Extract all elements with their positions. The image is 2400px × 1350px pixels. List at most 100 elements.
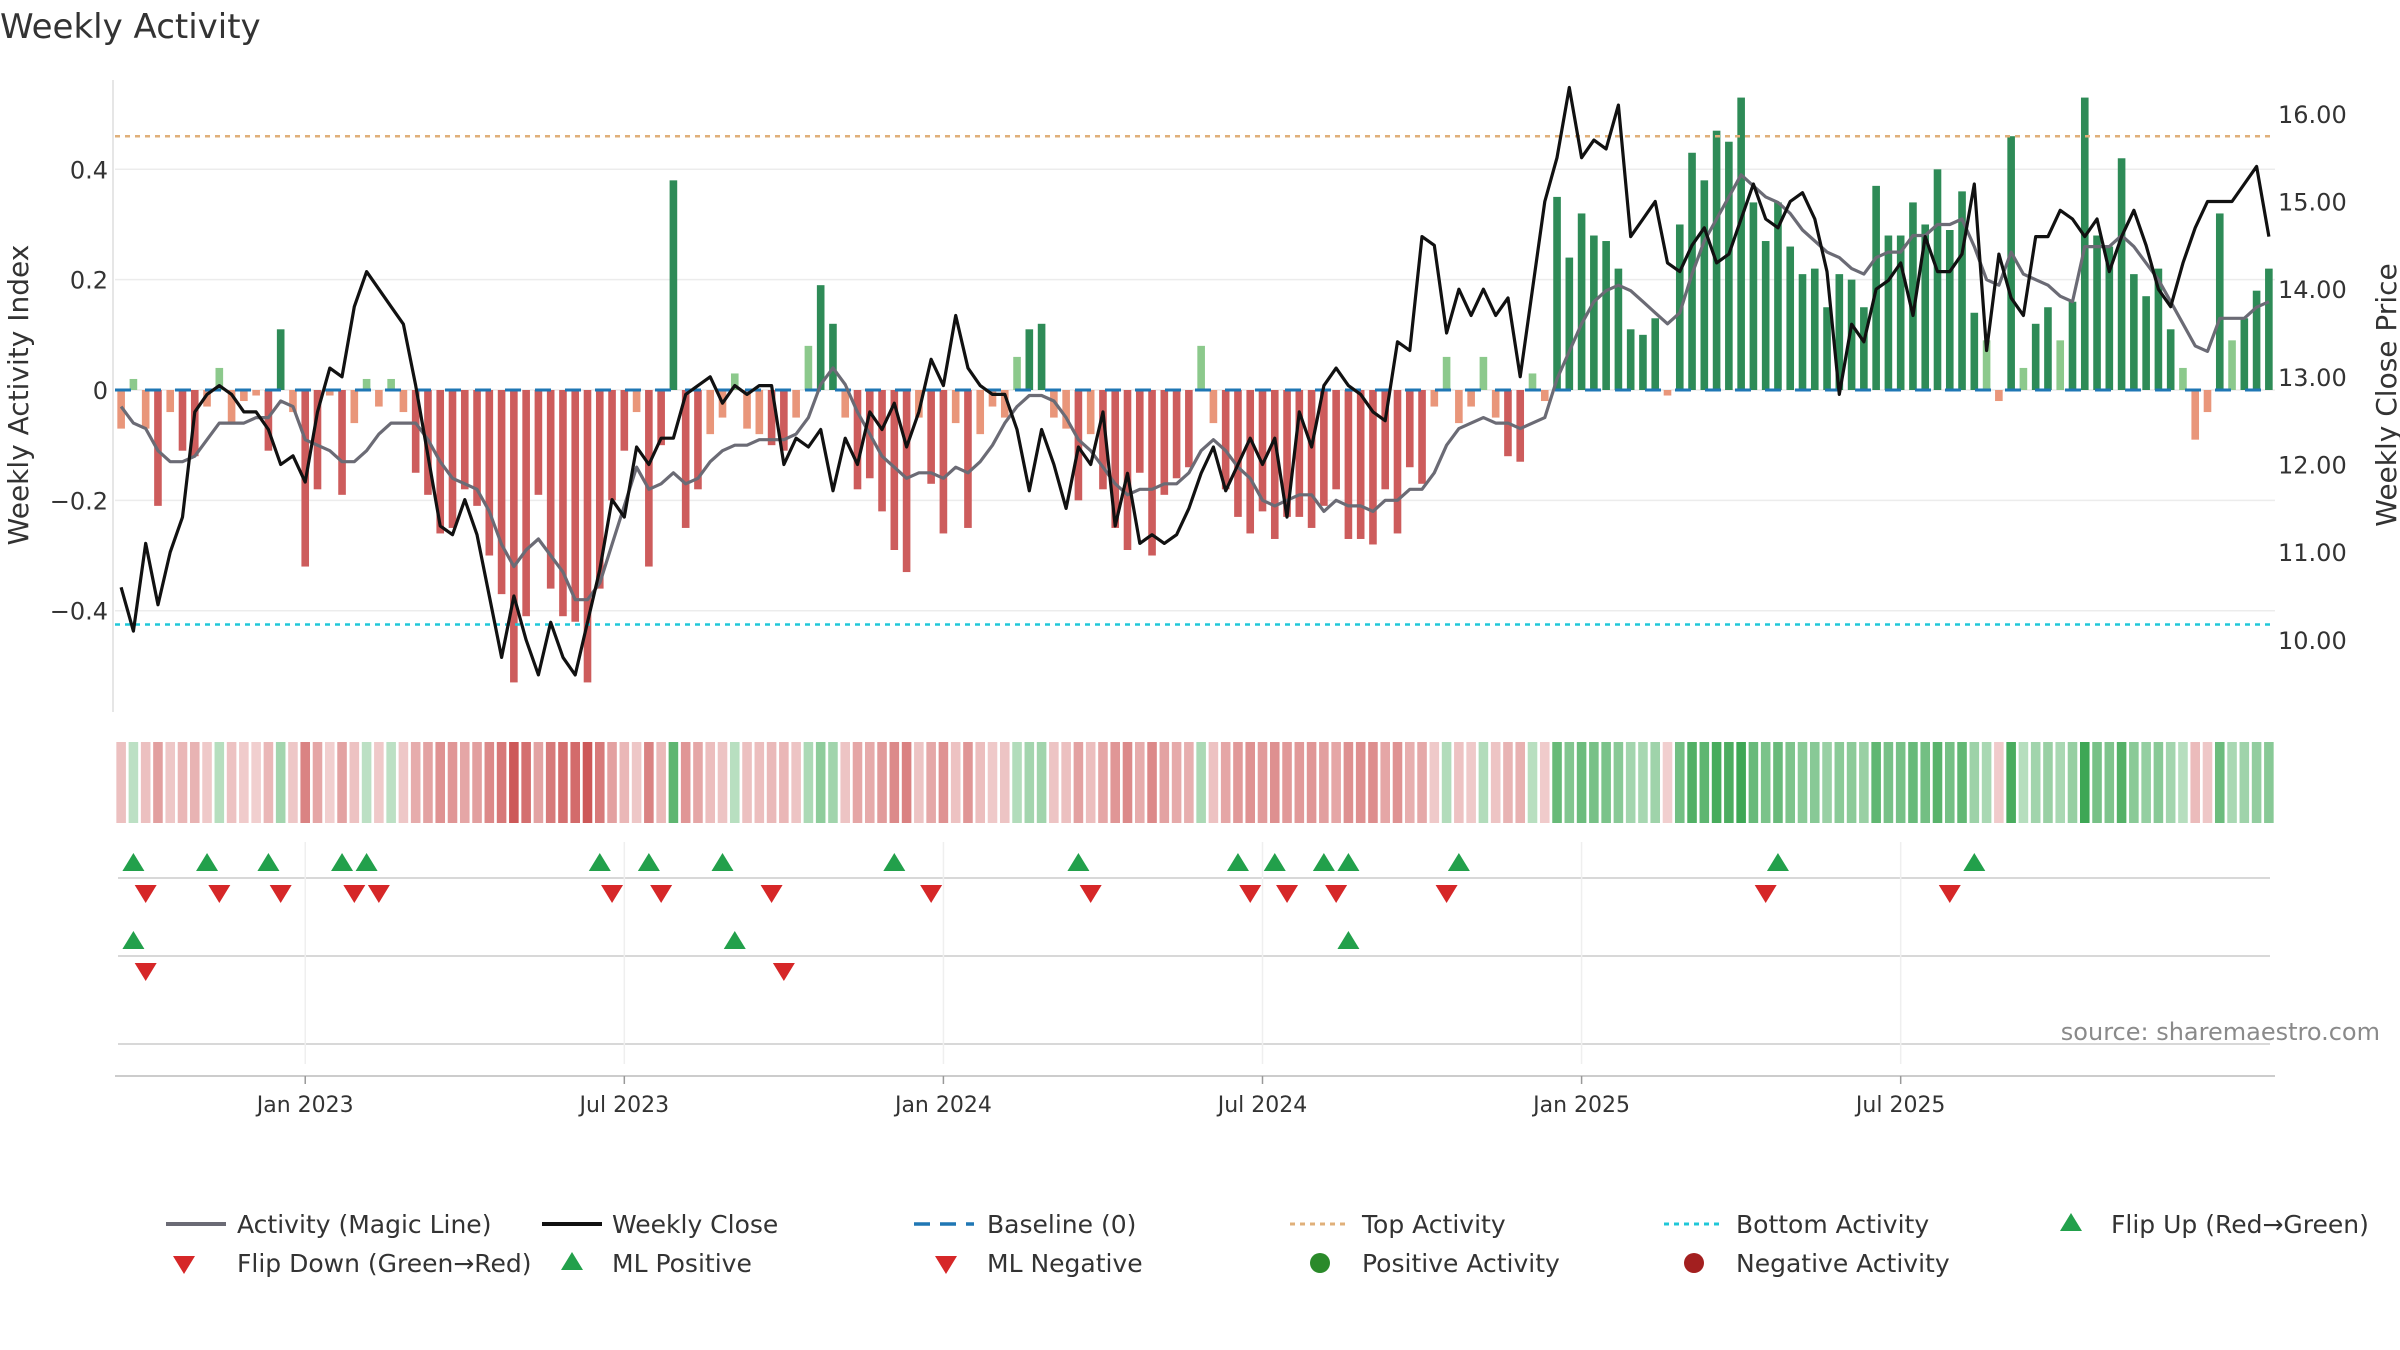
activity-bar [2154, 268, 2163, 390]
activity-bar [1810, 268, 1819, 390]
legend-label: Flip Down (Green→Red) [237, 1249, 532, 1278]
activity-bar [2031, 323, 2040, 390]
heat-cell [472, 742, 482, 823]
heat-cell [521, 742, 531, 823]
activity-bar [1221, 390, 1230, 490]
ml-negative-marker [134, 963, 157, 981]
legend-label: Activity (Magic Line) [237, 1210, 491, 1239]
legend-label: Negative Activity [1736, 1249, 1950, 1278]
legend-item-flip-down: Flip Down (Green→Red) [173, 1249, 532, 1278]
activity-bar [1749, 202, 1758, 390]
heat-cell [1846, 742, 1857, 823]
heat-cell [754, 742, 765, 823]
activity-bar [939, 390, 948, 534]
heat-cell [374, 742, 384, 823]
x-tick-label: Jan 2025 [1531, 1093, 1630, 1118]
heat-cell [1773, 742, 1783, 823]
heat-cell [1625, 742, 1636, 823]
heat-cell [1208, 742, 1219, 823]
heat-cell [2190, 742, 2201, 823]
activity-bar [645, 390, 653, 567]
activity-bar [2240, 318, 2249, 390]
heat-cell [1184, 742, 1194, 823]
activity-bar [350, 390, 359, 424]
chart-legend: Activity (Magic Line) Weekly Close Basel… [166, 1210, 2369, 1278]
activity-bar [792, 390, 800, 418]
heat-cell [459, 742, 470, 823]
activity-bar [448, 390, 457, 528]
heat-cell [1269, 742, 1280, 823]
activity-bar [1344, 390, 1353, 539]
heat-cell [1699, 742, 1710, 823]
activity-bar [1135, 390, 1144, 473]
flip-down-marker [367, 885, 390, 903]
flip-down-marker [134, 885, 157, 903]
heat-cell [1319, 742, 1329, 823]
activity-bar [497, 390, 506, 595]
activity-bar [829, 323, 837, 390]
heat-cell [914, 742, 924, 823]
legend-label: Top Activity [1361, 1210, 1506, 1239]
heat-cell [1883, 742, 1894, 823]
activity-bar [816, 285, 825, 390]
flip-up-marker [257, 853, 280, 871]
left-tick-label: 0.2 [70, 267, 108, 295]
activity-bar [1958, 191, 1966, 390]
heat-cell [1748, 742, 1759, 823]
activity-bar [1945, 230, 1954, 390]
dot-icon [1684, 1253, 1704, 1273]
heat-cell [1036, 742, 1047, 823]
activity-bar [657, 390, 665, 446]
activity-bar [325, 390, 334, 396]
flip-down-marker [1325, 885, 1348, 903]
triangle-down-icon [935, 1256, 957, 1274]
x-tick-label: Jul 2024 [1216, 1093, 1308, 1118]
heat-cell [1098, 742, 1108, 823]
legend-item-top-activity: Top Activity [1290, 1210, 1506, 1239]
activity-bar [583, 390, 592, 683]
heat-cell [1282, 742, 1292, 823]
activity-bar [2056, 340, 2065, 390]
activity-bar [1933, 169, 1942, 390]
activity-bar [1995, 390, 2003, 402]
heat-cell [324, 742, 335, 823]
activity-bar [804, 345, 813, 390]
heat-cell [2165, 742, 2176, 823]
heat-cell [484, 742, 495, 823]
heat-cell [901, 742, 912, 823]
heat-cell [779, 742, 789, 823]
activity-bar [1185, 390, 1193, 468]
flip-down-marker [920, 885, 943, 903]
activity-bar [853, 390, 862, 490]
heat-cell [2079, 742, 2090, 823]
activity-bar [1700, 180, 1709, 390]
heat-cell [1674, 742, 1685, 823]
heat-cell [423, 742, 433, 823]
activity-bar [2166, 329, 2175, 390]
activity-bar [2252, 290, 2261, 390]
activity-bar [890, 390, 899, 550]
activity-bar [694, 390, 702, 490]
activity-bar [129, 378, 138, 390]
heat-cell [1920, 742, 1931, 823]
activity-bar [1786, 246, 1795, 390]
signal-markers [122, 853, 1986, 981]
legend-item-magic-line: Activity (Magic Line) [166, 1210, 491, 1239]
activity-bar [2019, 367, 2028, 390]
right-tick-label: 16.00 [2278, 101, 2347, 129]
heat-cell [619, 742, 630, 823]
flip-up-marker [1226, 853, 1249, 871]
left-tick-label: 0.4 [70, 156, 108, 184]
heat-cell [2104, 742, 2115, 823]
activity-bar [2203, 390, 2212, 413]
heat-cell [644, 742, 654, 823]
activity-bar [1455, 390, 1463, 424]
activity-bar [1479, 356, 1488, 390]
activity-bar [1025, 329, 1034, 390]
activity-bar [1430, 390, 1439, 407]
ml-positive-marker [1337, 931, 1360, 949]
heat-cell [1638, 742, 1648, 823]
activity-bar [1577, 213, 1586, 390]
heat-cell [2227, 742, 2237, 823]
